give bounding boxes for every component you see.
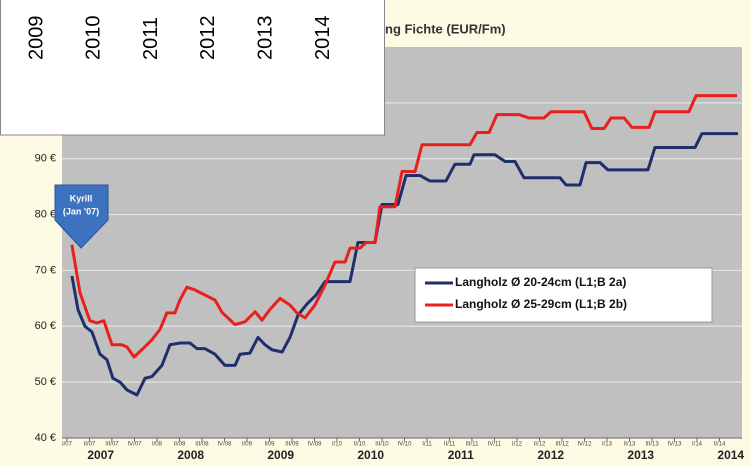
x-tick-label: I/11	[422, 442, 432, 448]
x-tick-label: I/10	[332, 442, 343, 448]
series-line	[70, 132, 738, 397]
x-tick-label: IV/12	[577, 442, 592, 448]
year-label: 2007	[87, 448, 114, 462]
x-tick-label: I/09	[242, 442, 253, 448]
y-tick-label: 80 €	[35, 208, 56, 220]
x-tick-label: III/08	[195, 442, 209, 448]
series-line	[70, 94, 738, 359]
popup-item: 2013	[254, 16, 276, 61]
x-tick-label: II/08	[174, 442, 186, 448]
x-tick-label: III/11	[466, 442, 480, 448]
legend-label: Langholz Ø 20-24cm (L1;B 2a)	[455, 275, 626, 289]
x-tick-label: I/14	[692, 442, 703, 448]
legend-label: Langholz Ø 25-29cm (L1;B 2b)	[455, 297, 627, 311]
x-tick-label: I/08	[152, 442, 163, 448]
x-tick-label: I/12	[512, 442, 523, 448]
popup-item: 2010	[83, 16, 105, 61]
x-tick-label: II/07	[84, 442, 96, 448]
x-tick-label: II/14	[714, 442, 726, 448]
y-tick-label: 90 €	[35, 153, 56, 165]
x-tick-label: II/12	[534, 442, 546, 448]
x-tick-label: III/10	[375, 442, 389, 448]
y-tick-label: 50 €	[35, 376, 56, 388]
popup-item: 2011	[140, 17, 162, 60]
year-label: 2013	[627, 448, 654, 462]
x-tick-label: III/13	[645, 442, 659, 448]
x-tick-label: III/09	[285, 442, 299, 448]
popup-item: 2009	[25, 16, 47, 61]
annotation-text: (Jan '07)	[63, 206, 99, 216]
popup-item: 2014	[312, 16, 334, 61]
annotation-arrow	[54, 184, 109, 249]
year-label: 2014	[717, 448, 744, 462]
x-tick-label: II/11	[444, 442, 456, 448]
legend-box	[414, 267, 713, 323]
x-tick-label: II/13	[624, 442, 636, 448]
y-tick-label: 70 €	[35, 264, 56, 276]
year-label: 2012	[537, 448, 564, 462]
y-tick-label: 60 €	[35, 320, 56, 332]
x-tick-label: II/10	[354, 442, 366, 448]
x-tick-label: I/07	[62, 442, 73, 448]
x-tick-label: IV/09	[307, 442, 322, 448]
x-tick-label: IV/07	[127, 442, 142, 448]
year-label: 2010	[357, 448, 384, 462]
x-tick-label: IV/08	[217, 442, 232, 448]
annotation-text: Kyrill	[70, 193, 93, 203]
year-label: 2011	[448, 448, 474, 462]
x-tick-label: IV/13	[667, 442, 682, 448]
x-tick-label: IV/10	[397, 442, 412, 448]
popup-box	[0, 0, 385, 136]
chart-title: ng Fichte (EUR/Fm)	[385, 21, 506, 36]
year-label: 2008	[177, 448, 204, 462]
x-tick-label: II09	[264, 442, 275, 448]
x-tick-label: III/07	[105, 442, 119, 448]
year-label: 2009	[267, 448, 294, 462]
y-tick-label: 40 €	[35, 432, 56, 444]
x-tick-label: III/12	[555, 442, 569, 448]
popup: 2009 2010 2011 2012 2013 2014	[0, 0, 385, 136]
popup-item: 2012	[197, 16, 219, 61]
x-tick-label: I/13	[602, 442, 613, 448]
x-tick-label: IV/11	[488, 442, 502, 448]
